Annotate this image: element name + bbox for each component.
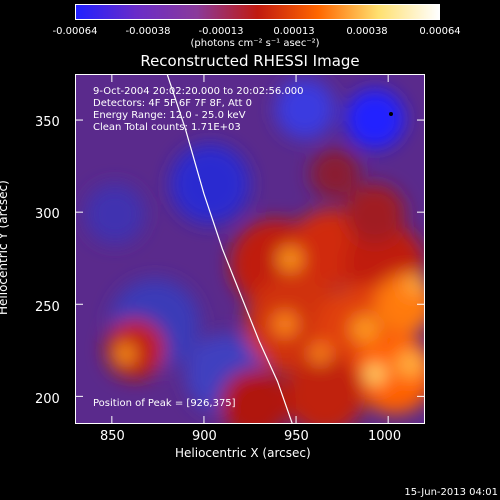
solar-limb (166, 74, 293, 424)
peak-position-label: Position of Peak = [926,375] (93, 398, 236, 409)
info-time-range: 9-Oct-2004 20:02:20.000 to 20:02:56.000 (93, 86, 304, 97)
colorbar-tick: -0.00013 (198, 26, 244, 37)
x-axis-label: Heliocentric X (arcsec) (175, 446, 311, 460)
chart-title: Reconstructed RHESSI Image (140, 52, 360, 70)
peak-marker (389, 112, 393, 116)
y-tick-label: 300 (35, 207, 60, 222)
info-detectors: Detectors: 4F 5F 6F 7F 8F, Att 0 (93, 98, 252, 109)
timestamp: 15-Jun-2013 04:01 (404, 487, 498, 498)
colorbar-units: (photons cm⁻² s⁻¹ asec⁻²) (190, 38, 320, 49)
x-tick-label: 950 (284, 429, 309, 444)
colorbar-tick: -0.00038 (125, 26, 171, 37)
y-axis-label: Heliocentric Y (arcsec) (0, 180, 10, 315)
plot-frame (75, 74, 425, 424)
y-tick-label: 250 (35, 300, 60, 315)
y-tick-label: 350 (35, 115, 60, 130)
x-tick-label: 850 (100, 429, 125, 444)
x-tick-label: 900 (192, 429, 217, 444)
info-total-counts: Clean Total counts: 1.71E+03 (93, 122, 241, 133)
colorbar-tick: 0.00013 (273, 26, 315, 37)
colorbar-tick: 0.00064 (419, 26, 461, 37)
colorbar (75, 4, 440, 20)
info-energy-range: Energy Range: 12.0 - 25.0 keV (93, 110, 246, 121)
colorbar-tick: -0.00064 (52, 26, 98, 37)
colorbar-tick: 0.00038 (346, 26, 388, 37)
y-tick-label: 200 (35, 392, 60, 407)
rhessi-image-plot: 9-Oct-2004 20:02:20.000 to 20:02:56.000 … (75, 74, 425, 424)
x-tick-label: 1000 (368, 429, 402, 444)
